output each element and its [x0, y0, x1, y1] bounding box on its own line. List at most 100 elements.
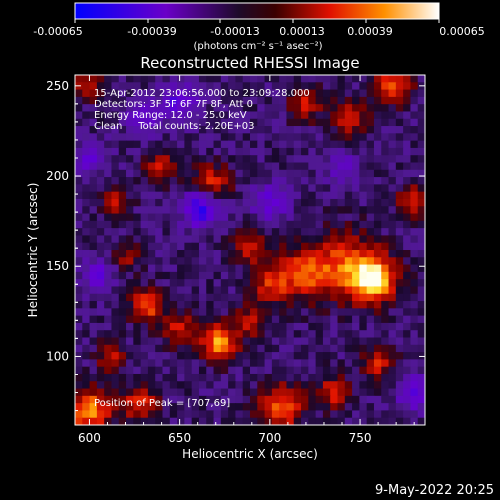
heatmap-cell [315, 403, 324, 412]
heatmap-cell [184, 198, 193, 207]
heatmap-cell [140, 191, 149, 200]
heatmap-cell [96, 140, 105, 149]
heatmap-cell [126, 198, 134, 207]
heatmap-cell [126, 344, 134, 353]
heatmap-cell [198, 177, 207, 185]
heatmap-cell [403, 133, 412, 142]
heatmap-cell [96, 82, 105, 91]
heatmap-cell [220, 198, 229, 207]
heatmap-cell [206, 82, 215, 91]
heatmap-cell [337, 228, 346, 237]
heatmap-cell [301, 140, 309, 149]
heatmap-cell [235, 198, 244, 207]
heatmap-cell [271, 301, 280, 309]
heatmap-cell [242, 264, 251, 273]
heatmap-cell [337, 344, 346, 353]
heatmap-cell [220, 75, 229, 83]
heatmap-cell [228, 242, 237, 251]
heatmap-cell [381, 271, 390, 280]
heatmap-cell [330, 96, 339, 105]
heatmap-cell [301, 126, 309, 134]
heatmap-cell [140, 206, 149, 215]
heatmap-cell [395, 322, 404, 331]
heatmap-cell [344, 82, 353, 91]
heatmap-cell [301, 293, 309, 302]
heatmap-cell [344, 96, 353, 105]
heatmap-cell [373, 403, 382, 412]
heatmap-cell [381, 82, 390, 91]
heatmap-cell [126, 111, 134, 120]
heatmap-cell [293, 198, 302, 207]
heatmap-cell [279, 286, 288, 295]
heatmap-cell [381, 308, 390, 317]
heatmap-cell [293, 344, 302, 353]
heatmap-cell [352, 75, 360, 83]
heatmap-cell [147, 366, 156, 375]
heatmap-cell [366, 264, 375, 273]
heatmap-cell [104, 293, 113, 302]
heatmap-cell [381, 257, 390, 266]
y-tick-label: 100 [46, 349, 69, 363]
heatmap-cell [206, 220, 215, 229]
heatmap-cell [279, 147, 288, 156]
heatmap-cell [366, 228, 375, 237]
x-tick-label: 700 [258, 431, 281, 445]
heatmap-cell [373, 293, 382, 302]
heatmap-cell [96, 286, 105, 295]
heatmap-cell [301, 155, 309, 164]
heatmap-cell [257, 126, 266, 134]
heatmap-cell [111, 330, 120, 339]
heatmap-cell [169, 242, 178, 251]
heatmap-cell [250, 133, 258, 142]
heatmap-cell [250, 257, 258, 266]
heatmap-cell [417, 111, 425, 120]
heatmap-cell [359, 89, 368, 98]
heatmap-cell [75, 169, 83, 178]
heatmap-cell [330, 242, 339, 251]
heatmap-cell [410, 118, 419, 127]
colorbar-tick-label: -0.00065 [33, 25, 82, 38]
heatmap-cell [308, 162, 317, 171]
heatmap-cell [264, 417, 273, 425]
heatmap-cell [140, 264, 149, 273]
heatmap-cell [184, 271, 193, 280]
heatmap-cell [104, 198, 113, 207]
heatmap-cell [279, 271, 288, 280]
heatmap-cell [140, 337, 149, 346]
heatmap-cell [75, 147, 83, 156]
annotation-clean-counts: Clean Total counts: 2.20E+03 [94, 121, 254, 132]
heatmap-cell [301, 184, 309, 193]
heatmap-cell [82, 111, 91, 120]
heatmap-cell [96, 395, 105, 404]
heatmap-cell [279, 89, 288, 98]
heatmap-cell [352, 140, 360, 149]
heatmap-cell [228, 322, 237, 331]
heatmap-cell [366, 308, 375, 317]
heatmap-cell [89, 388, 98, 397]
heatmap-cell [126, 308, 134, 317]
heatmap-cell [213, 104, 222, 113]
heatmap-cell [126, 89, 134, 98]
heatmap-cell [322, 169, 331, 178]
heatmap-cell [366, 279, 375, 288]
heatmap-cell [366, 330, 375, 339]
heatmap-cell [104, 395, 113, 404]
heatmap-cell [388, 133, 397, 142]
heatmap-cell [373, 177, 382, 185]
heatmap-cell [111, 264, 120, 273]
heatmap-cell [250, 381, 258, 390]
heatmap-cell [403, 410, 412, 419]
heatmap-cell [279, 235, 288, 244]
heatmap-cell [169, 206, 178, 215]
heatmap-cell [322, 104, 331, 113]
heatmap-cell [133, 228, 142, 237]
heatmap-cell [206, 279, 215, 288]
heatmap-cell [279, 264, 288, 273]
heatmap-cell [257, 242, 266, 251]
heatmap-cell [279, 118, 288, 127]
heatmap-cell [322, 410, 331, 419]
heatmap-cell [366, 213, 375, 222]
heatmap-cell [213, 89, 222, 98]
heatmap-cell [337, 169, 346, 178]
heatmap-cell [352, 286, 360, 295]
